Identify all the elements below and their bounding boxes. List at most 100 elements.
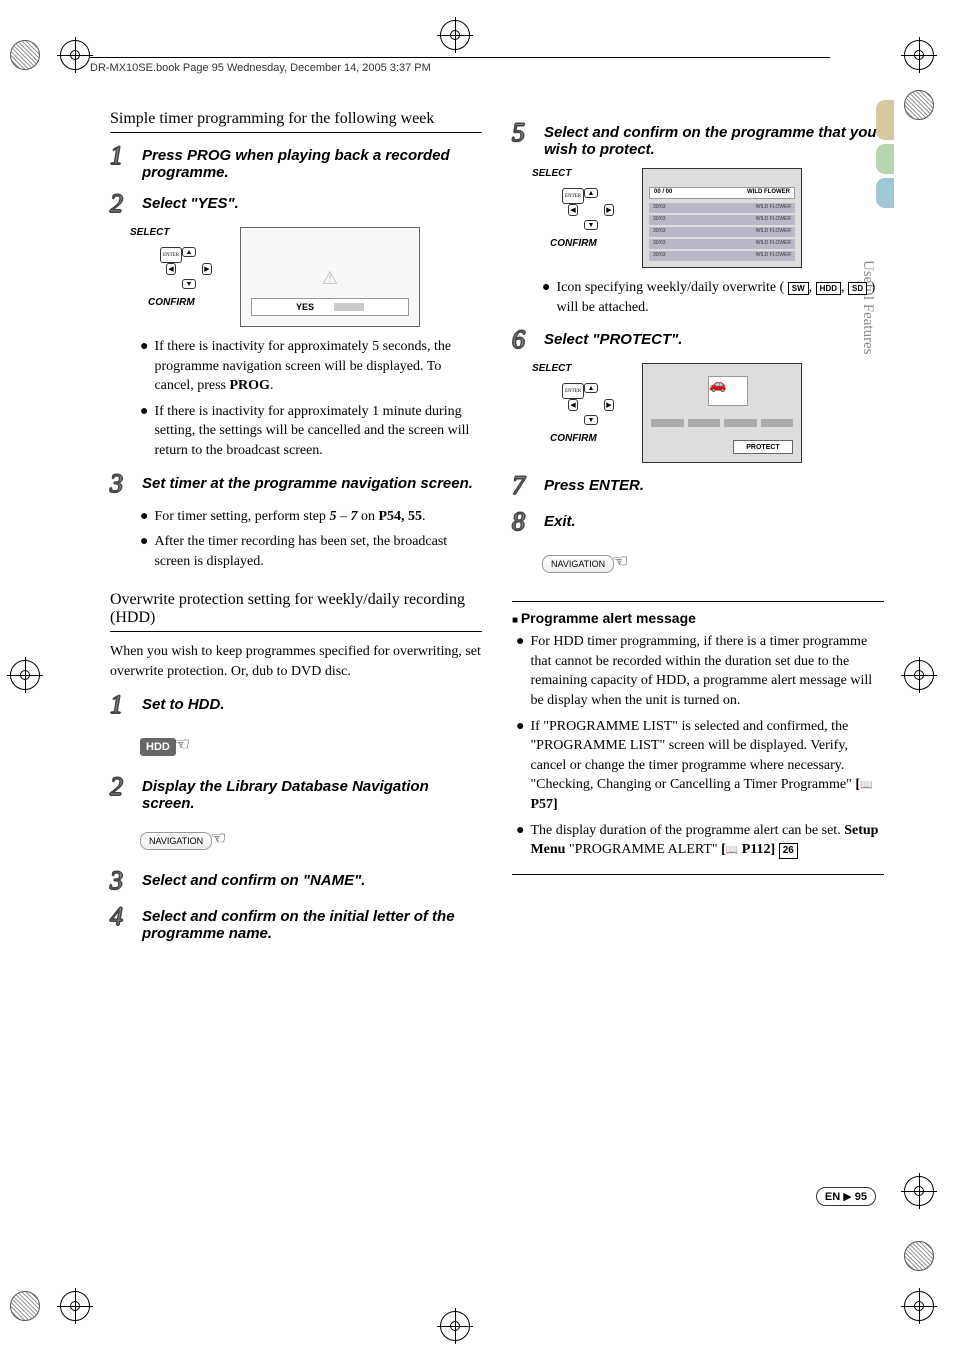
step-text: Set timer at the programme navigation sc… (142, 471, 473, 492)
bullet-item: ● Icon specifying weekly/daily overwrite… (542, 278, 884, 317)
remote-diagram: SELECT ▲ ▼ ◀ ▶ ENTER CONFIRM (130, 227, 230, 317)
confirm-label: CONFIRM (148, 297, 195, 308)
dpad-enter: ENTER (160, 247, 182, 263)
step-text: Select "YES". (142, 191, 239, 212)
list-header: 00 / 00 WILD FLOWER (649, 187, 795, 199)
step-number: 7 (512, 473, 534, 499)
protect-screen: 🚗 PROTECT (642, 363, 802, 463)
crop-circle (904, 90, 934, 120)
registration-mark (904, 40, 934, 70)
yes-button: YES (251, 298, 409, 316)
bullet-text: If there is inactivity for approximately… (154, 402, 482, 461)
footer-page: 95 (855, 1191, 867, 1203)
hand-icon: ☜ (612, 551, 628, 571)
step-text: Select "PROTECT". (544, 327, 682, 348)
step-text: Select and confirm on the initial letter… (142, 904, 482, 942)
dpad-right: ▶ (202, 263, 212, 275)
dpad: ▲ ▼ ◀ ▶ ENTER (160, 247, 218, 289)
crop-circle (904, 1241, 934, 1271)
step-number: 3 (110, 471, 132, 497)
bullet-list: ●For timer setting, perform step 5 – 7 o… (140, 507, 482, 572)
yes-dialog-screenshot: ⚠ YES (240, 227, 420, 327)
dpad-up: ▲ (584, 188, 598, 198)
step-5: 5 Select and confirm on the programme th… (512, 120, 884, 158)
navigation-button-graphic: NAVIGATION☜ (512, 545, 884, 581)
bullet-item: ●If there is inactivity for approximatel… (140, 337, 482, 396)
registration-mark (10, 660, 40, 690)
step-number: 2 (110, 774, 132, 800)
section-intro: When you wish to keep programmes specifi… (110, 642, 482, 681)
select-label: SELECT (532, 168, 571, 179)
step-text: Exit. (544, 509, 576, 530)
bullet-item: ●For timer setting, perform step 5 – 7 o… (140, 507, 482, 527)
warning-icon: ⚠ (322, 268, 338, 289)
list-row: 30/03WILD FLOWER (649, 239, 795, 249)
footer-arrow: ▶ (843, 1191, 851, 1203)
step-2: 2 Select "YES". (110, 191, 482, 217)
step-number: 6 (512, 327, 534, 353)
registration-mark (440, 1311, 470, 1341)
navigation-badge: NAVIGATION (542, 555, 614, 573)
dpad-right: ▶ (604, 399, 614, 411)
dpad: ▲ ▼ ◀ ▶ ENTER (562, 383, 620, 425)
step-1: 1 Press PROG when playing back a recorde… (110, 143, 482, 181)
registration-mark (904, 1291, 934, 1321)
step-text: Press ENTER. (544, 473, 644, 494)
registration-mark (440, 20, 470, 50)
confirm-label: CONFIRM (550, 433, 597, 444)
bullet-list: ● Icon specifying weekly/daily overwrite… (542, 278, 884, 317)
footer-lang: EN (825, 1191, 840, 1203)
list-header-right: WILD FLOWER (747, 189, 790, 197)
right-column: 5 Select and confirm on the programme th… (512, 110, 884, 952)
section-title: Overwrite protection setting for weekly/… (110, 591, 482, 632)
bullet-item: ●The display duration of the programme a… (516, 821, 884, 860)
protect-button: PROTECT (733, 440, 793, 454)
sd-badge: SD (848, 282, 867, 295)
list-header-left: 00 / 00 (654, 189, 672, 197)
remote-and-screenshot: SELECT ▲ ▼ ◀ ▶ ENTER CONFIRM ⚠ YES (130, 227, 482, 327)
bullet-item: ●For HDD timer programming, if there is … (516, 632, 884, 710)
step-text: Display the Library Database Navigation … (142, 774, 482, 812)
sw-badge: SW (788, 282, 809, 295)
remote-diagram: SELECT ▲ ▼ ◀ ▶ ENTER CONFIRM (532, 363, 632, 453)
navigation-button-graphic: NAVIGATION☜ (110, 822, 482, 858)
registration-mark (904, 660, 934, 690)
bullet-item: ●After the timer recording has been set,… (140, 532, 482, 571)
alert-bullets: ●For HDD timer programming, if there is … (516, 632, 884, 860)
step-b2: 2 Display the Library Database Navigatio… (110, 774, 482, 812)
step-number: 1 (110, 143, 132, 169)
select-label: SELECT (130, 227, 169, 238)
hdd-button-graphic: HDD☜ (110, 728, 482, 764)
step-b4: 4 Select and confirm on the initial lett… (110, 904, 482, 942)
crop-circle (10, 40, 40, 70)
bullet-text: Icon specifying weekly/daily overwrite ( (556, 280, 784, 295)
programme-list-screenshot: 00 / 00 WILD FLOWER 30/03WILD FLOWER 30/… (642, 168, 802, 268)
step-number: 1 (110, 692, 132, 718)
step-3: 3 Set timer at the programme navigation … (110, 471, 482, 497)
remote-diagram: SELECT ▲ ▼ ◀ ▶ ENTER CONFIRM (532, 168, 632, 258)
bullet-item: ●If there is inactivity for approximatel… (140, 402, 482, 461)
remote-and-protect: SELECT ▲ ▼ ◀ ▶ ENTER CONFIRM 🚗 PROTECT (532, 363, 884, 463)
left-column: Simple timer programming for the followi… (110, 110, 482, 952)
bullet-list: ●If there is inactivity for approximatel… (140, 337, 482, 461)
dpad-left: ◀ (568, 204, 578, 216)
dpad-down: ▼ (584, 220, 598, 230)
dpad-right: ▶ (604, 204, 614, 216)
option-bars (651, 419, 793, 429)
list-row: 30/03WILD FLOWER (649, 203, 795, 213)
dpad-enter: ENTER (562, 383, 584, 399)
hand-icon: ☜ (174, 734, 190, 754)
page-footer: EN ▶ 95 (816, 1187, 876, 1206)
thumbnail: 🚗 (708, 376, 748, 406)
remote-and-list: SELECT ▲ ▼ ◀ ▶ ENTER CONFIRM 00 / 00 WIL… (532, 168, 884, 268)
step-number: 5 (512, 120, 534, 146)
section-title: Simple timer programming for the followi… (110, 110, 482, 133)
step-7: 7 Press ENTER. (512, 473, 884, 499)
step-text: Select and confirm on the programme that… (544, 120, 884, 158)
step-number: 4 (110, 904, 132, 930)
list-rows: 30/03WILD FLOWER 30/03WILD FLOWER 30/03W… (649, 203, 795, 263)
dpad: ▲ ▼ ◀ ▶ ENTER (562, 188, 620, 230)
step-number: 2 (110, 191, 132, 217)
confirm-label: CONFIRM (550, 238, 597, 249)
step-number: 8 (512, 509, 534, 535)
